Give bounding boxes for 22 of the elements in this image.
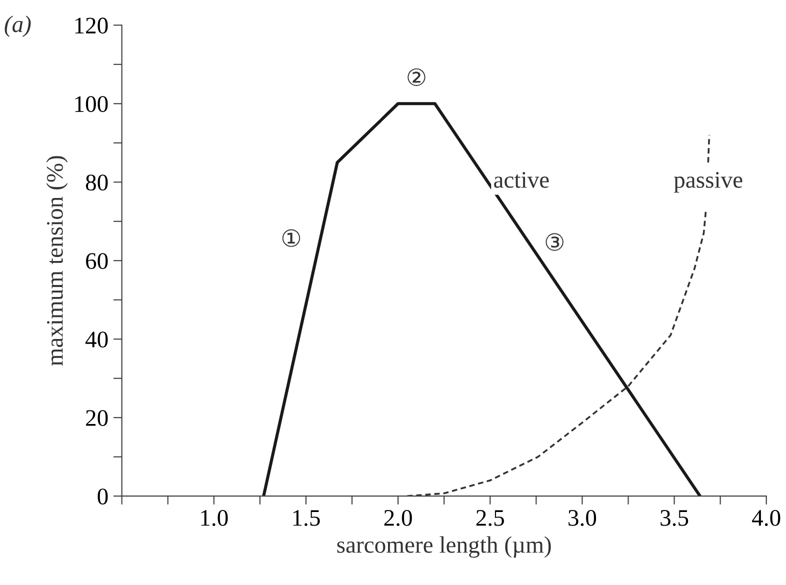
y-tick-label: 40 xyxy=(85,332,108,348)
y-tick-label: 0 xyxy=(98,488,108,505)
x-tick-label: 3.0 xyxy=(568,510,596,526)
x-tick-label: 1.5 xyxy=(293,510,320,526)
y-tick-label: 60 xyxy=(86,253,108,270)
text: (a) xyxy=(4,16,31,38)
x-tick-label: 1.0 xyxy=(201,510,228,526)
x-tick-label: 2.0 xyxy=(384,510,412,526)
series-label: active xyxy=(494,172,549,188)
y-tick-label: 120 xyxy=(75,18,108,34)
y-axis-title: maximum tension (%) xyxy=(46,156,68,366)
y-tick-label: 20 xyxy=(86,410,108,426)
x-tick-label: 4.0 xyxy=(752,510,780,526)
annotation: ① xyxy=(282,229,300,247)
y-tick-label: 100 xyxy=(75,96,108,112)
annotation: ③ xyxy=(546,233,564,251)
series-label: passive xyxy=(674,172,742,193)
annotation: ② xyxy=(408,68,426,86)
x-tick-label: 2.5 xyxy=(476,510,504,526)
y-tick-label: 80 xyxy=(86,174,108,191)
x-tick-label: 3.5 xyxy=(660,510,688,526)
x-axis-title: sarcomere length (µm) xyxy=(337,536,551,558)
